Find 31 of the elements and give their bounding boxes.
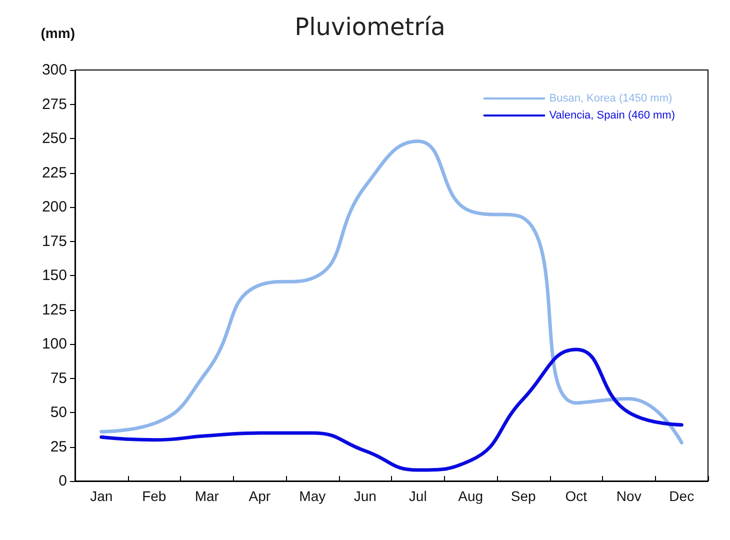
chart-title: Pluviometría: [294, 13, 446, 41]
x-tick-label: Jul: [408, 488, 427, 504]
y-tick-label: 225: [42, 164, 67, 182]
y-tick-label: 175: [42, 232, 67, 250]
y-tick-label: 125: [42, 301, 67, 318]
y-tick-label: 25: [50, 438, 67, 456]
y-tick-label: 0: [58, 472, 67, 490]
y-tick-label: 250: [42, 130, 67, 147]
text: Valencia, Spain (460 mm): [549, 110, 676, 122]
y-tick-label: 200: [42, 198, 67, 216]
x-tick-label: Aug: [458, 488, 484, 504]
x-tick-label: Apr: [248, 488, 271, 504]
y-tick-label: 275: [42, 96, 67, 113]
x-tick-label: Dec: [669, 488, 694, 504]
x-tick-label: Jan: [90, 488, 113, 504]
y-tick-label: 75: [50, 370, 67, 387]
y-tick-label: 300: [42, 62, 67, 78]
text: Busan, Korea (1450 mm): [549, 92, 672, 104]
x-tick-label: Nov: [616, 488, 642, 504]
x-tick-label: Feb: [142, 488, 166, 504]
x-tick-label: Oct: [565, 488, 588, 504]
y-tick-label: 150: [42, 267, 67, 284]
x-tick-label: Jun: [354, 488, 376, 504]
line-series: [100, 139, 684, 444]
line-series: [100, 348, 684, 472]
y-tick-label: 100: [42, 336, 67, 352]
x-tick-label: Mar: [194, 488, 220, 504]
y-tick-label: 50: [50, 404, 67, 421]
y-axis-title: (mm): [40, 25, 75, 41]
x-tick-label: May: [299, 488, 326, 504]
x-tick-label: Sep: [510, 488, 536, 504]
